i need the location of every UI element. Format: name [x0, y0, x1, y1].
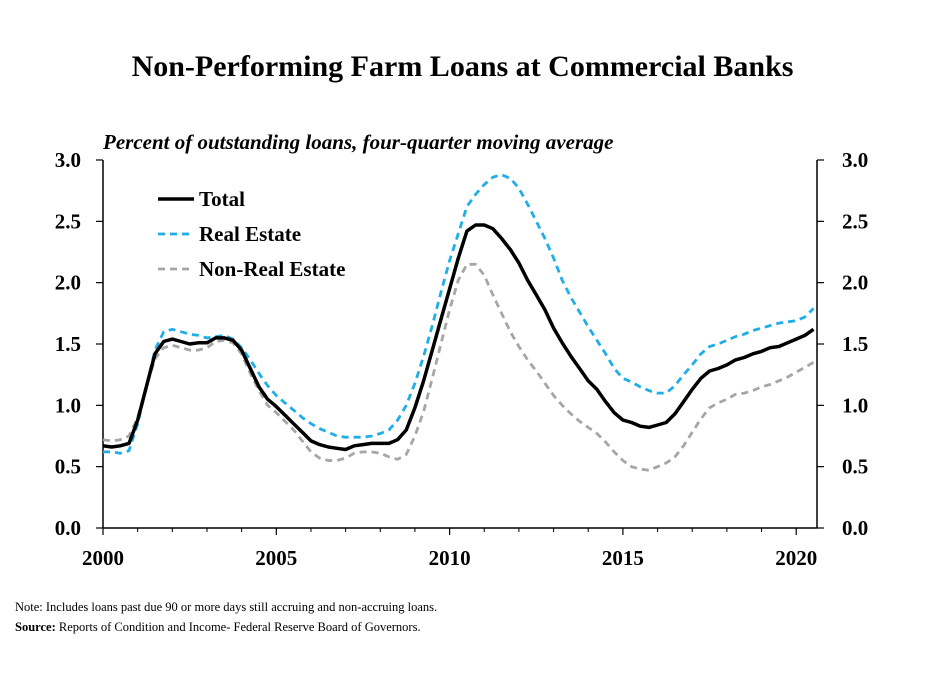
y-tick-label-left: 3.0: [55, 148, 81, 172]
y-tick-label-right: 1.5: [842, 332, 868, 356]
footnote-note: Note: Includes loans past due 90 or more…: [15, 600, 438, 614]
x-tick-label: 2020: [775, 546, 817, 570]
chart-title: Non-Performing Farm Loans at Commercial …: [131, 50, 794, 83]
y-tick-label-left: 1.0: [55, 393, 81, 417]
y-tick-label-right: 2.0: [842, 271, 868, 295]
x-tick-label: 2010: [429, 546, 471, 570]
y-tick-label-left: 2.0: [55, 271, 81, 295]
source-label: Source:: [15, 620, 56, 634]
chart-subtitle: Percent of outstanding loans, four-quart…: [103, 130, 614, 154]
legend-label-non-real-estate: Non-Real Estate: [199, 257, 345, 281]
legend-label-real-estate: Real Estate: [199, 222, 301, 246]
legend-label-total: Total: [199, 187, 245, 211]
x-tick-label: 2000: [82, 546, 124, 570]
chart-series: [102, 173, 815, 472]
y-tick-label-right: 2.5: [842, 209, 868, 233]
y-tick-label-left: 0.5: [55, 455, 81, 479]
series-line-total: [102, 223, 815, 452]
x-tick-label: 2015: [602, 546, 644, 570]
y-tick-label-right: 0.5: [842, 455, 868, 479]
chart-axes: 0.0 0.0 0.5 0.5 1.0 1.0 1.5 1.5 2.0 2.0 2.5 2.5 3.0 3…: [55, 148, 869, 570]
y-tick-label-right: 1.0: [842, 393, 868, 417]
source-text: Reports of Condition and Income- Federal…: [55, 620, 421, 634]
series-line-real-estate: [103, 173, 815, 455]
y-tick-label-left: 1.5: [55, 332, 81, 356]
y-tick-label-left: 0.0: [55, 516, 81, 540]
series-line-non-real-estate: [102, 262, 815, 472]
chart-legend: Total Real Estate Non-Real Estate: [158, 187, 345, 281]
y-tick-label-left: 2.5: [55, 209, 81, 233]
y-tick-label-right: 0.0: [842, 516, 868, 540]
y-tick-label-right: 3.0: [842, 148, 868, 172]
x-tick-label: 2005: [255, 546, 297, 570]
footnote-source: Source: Reports of Condition and Income-…: [15, 620, 421, 635]
